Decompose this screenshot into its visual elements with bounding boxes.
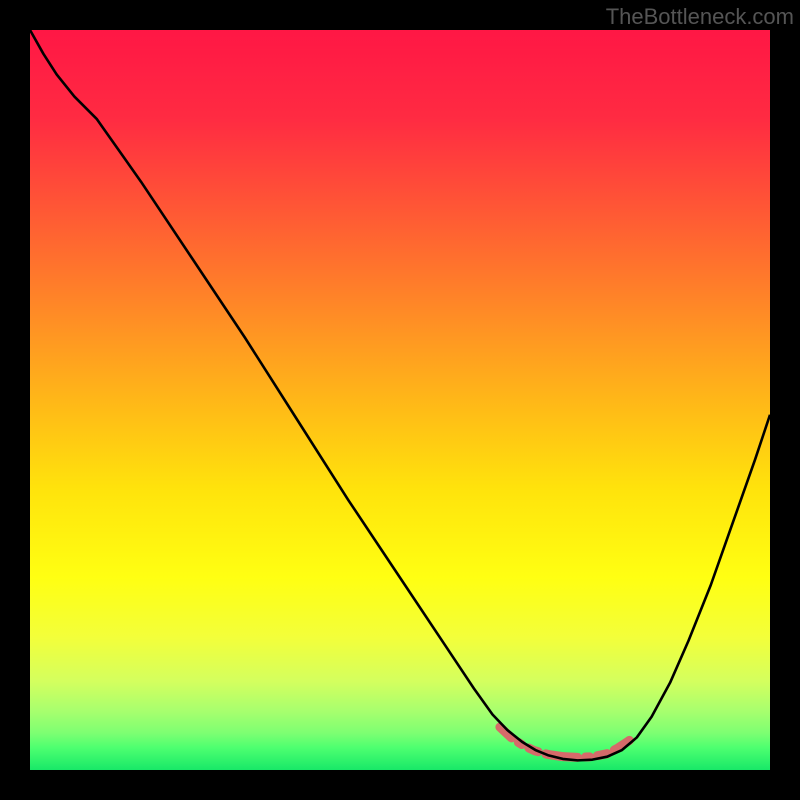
flat-region-marker: [500, 727, 630, 757]
chart-container: TheBottleneck.com: [0, 0, 800, 800]
curve-overlay: [30, 30, 770, 770]
watermark-text: TheBottleneck.com: [606, 4, 794, 30]
plot-area: [30, 30, 770, 770]
bottleneck-curve: [30, 30, 770, 760]
